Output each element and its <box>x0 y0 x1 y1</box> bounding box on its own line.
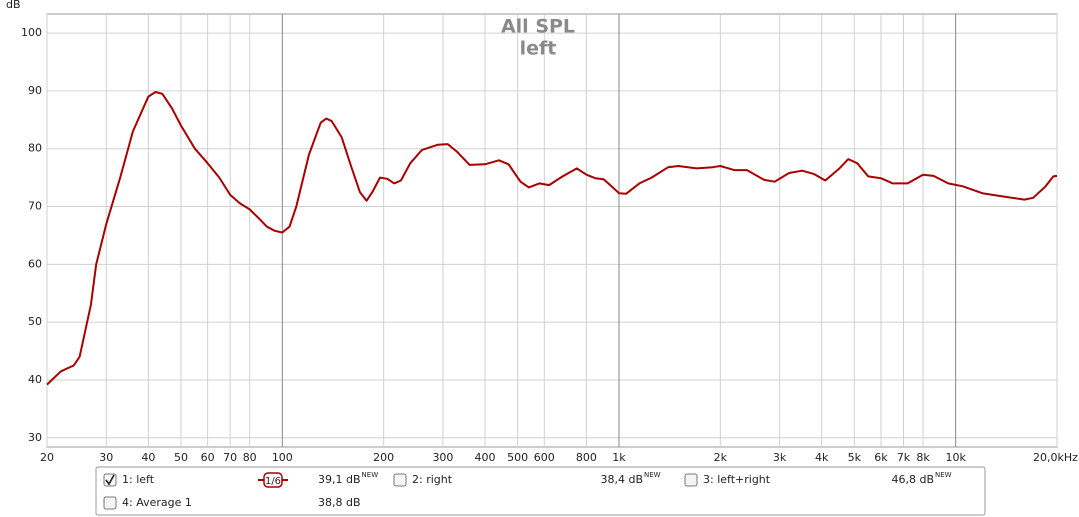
y-tick-label: 80 <box>28 142 42 155</box>
legend-level: 38,4 dB <box>600 473 643 486</box>
x-tick-label: 1k <box>612 451 626 464</box>
x-tick-label: 5k <box>848 451 862 464</box>
x-tick-label: 400 <box>475 451 496 464</box>
x-tick-label: 10k <box>945 451 966 464</box>
legend-panel <box>95 466 986 516</box>
y-axis-label: dB <box>6 0 21 11</box>
checkbox[interactable] <box>393 473 407 487</box>
x-tick-label: 500 <box>507 451 528 464</box>
x-tick-label: 7k <box>897 451 911 464</box>
chart-subtitle: left <box>520 38 557 60</box>
x-tick-label: 4k <box>815 451 829 464</box>
y-tick-label: 100 <box>21 26 42 39</box>
legend-label: 2: right <box>412 473 453 486</box>
y-tick-label: 60 <box>28 257 42 270</box>
smoothing-label: 1/6 <box>265 476 281 487</box>
legend-label: 3: left+right <box>703 473 771 486</box>
x-tick-label: 80 <box>243 451 257 464</box>
x-tick-label: 20 <box>40 451 54 464</box>
x-tick-label: 70 <box>223 451 237 464</box>
x-tick-label: 50 <box>174 451 188 464</box>
x-tick-label: 3k <box>773 451 787 464</box>
y-tick-label: 90 <box>28 84 42 97</box>
legend-tag: NEW <box>362 471 379 479</box>
x-tick-label: 6k <box>874 451 888 464</box>
checkbox[interactable] <box>103 496 117 510</box>
legend-level: 38,8 dB <box>318 496 361 509</box>
x-tick-label: 200 <box>373 451 394 464</box>
x-tick-label: 40 <box>141 451 155 464</box>
x-tick-label: 800 <box>576 451 597 464</box>
x-tick-label: 20,0kHz <box>1033 451 1078 464</box>
x-tick-label: 300 <box>432 451 453 464</box>
legend-tag: NEW <box>644 471 661 479</box>
x-tick-label: 8k <box>916 451 930 464</box>
legend-tag: NEW <box>935 471 952 479</box>
x-tick-label: 30 <box>99 451 113 464</box>
chart-title: All SPL <box>501 16 575 38</box>
data-line <box>46 91 1058 386</box>
y-tick-label: 30 <box>28 431 42 444</box>
legend-label: 1: left <box>122 473 155 486</box>
legend-level: 39,1 dB <box>318 473 361 486</box>
x-tick-label: 60 <box>201 451 215 464</box>
legend-label: 4: Average 1 <box>122 496 192 509</box>
y-tick-label: 70 <box>28 200 42 213</box>
x-tick-label: 2k <box>714 451 728 464</box>
smoothing-box[interactable] <box>263 472 283 488</box>
y-tick-label: 40 <box>28 373 42 386</box>
y-tick-label: 50 <box>28 315 42 328</box>
checkmark <box>105 474 115 486</box>
plot-area <box>46 13 1058 448</box>
x-tick-label: 600 <box>534 451 555 464</box>
x-tick-label: 100 <box>272 451 293 464</box>
legend-level: 46,8 dB <box>891 473 934 486</box>
checkbox[interactable] <box>684 473 698 487</box>
